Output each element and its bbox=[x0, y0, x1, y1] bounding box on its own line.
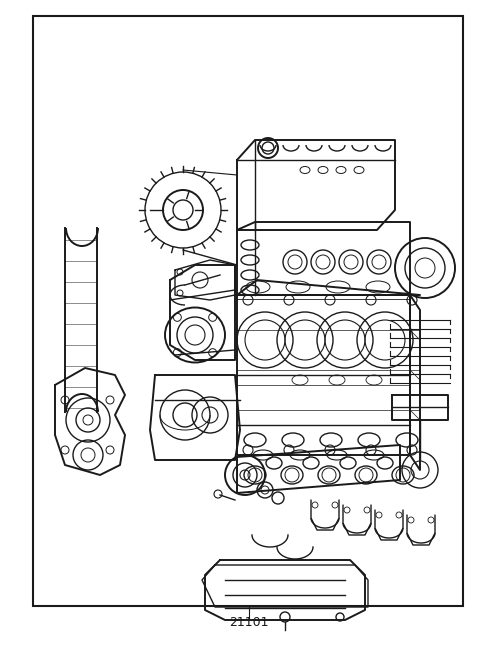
Text: 21101: 21101 bbox=[229, 616, 268, 629]
Bar bbox=[33, 16, 463, 606]
